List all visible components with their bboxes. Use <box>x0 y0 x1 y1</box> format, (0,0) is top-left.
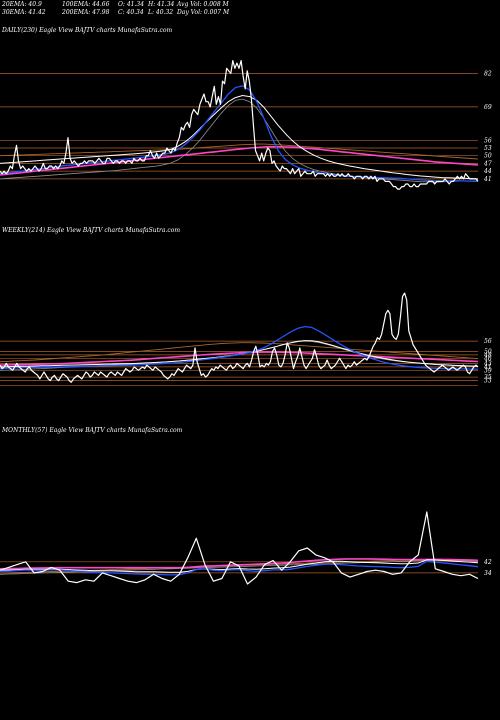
y-tick-label: 56 <box>484 137 492 144</box>
y-tick-label: 47 <box>483 160 492 167</box>
ema-short-line <box>0 325 478 370</box>
ema20-label: 20EMA: 40.9 <box>2 1 42 8</box>
y-tick-label: 48 <box>483 352 492 359</box>
y-tick-label: 50 <box>484 348 492 355</box>
high-label: H: 41.34 <box>148 1 175 8</box>
y-tick-label: 46 <box>483 355 492 362</box>
open-label: O: 41.34 <box>118 1 145 8</box>
y-tick-label: 41 <box>483 364 492 371</box>
low-label: L: 40.32 <box>148 9 174 16</box>
y-tick-label: 69 <box>484 104 492 111</box>
daily-panel-title: DAILY(230) Eagle View BAJTV charts Munaf… <box>2 27 173 34</box>
price-line <box>0 292 479 383</box>
ema-mid-line <box>0 559 479 573</box>
ema-long-line <box>0 558 479 570</box>
y-tick-label: 53 <box>484 145 492 152</box>
y-tick-label: 42 <box>483 559 492 566</box>
ema30-label: 30EMA: 41.42 <box>2 9 46 16</box>
day-vol-label: Day Vol: 0.007 M <box>177 9 230 16</box>
monthly-chart: 42 34 <box>0 511 492 585</box>
avg-vol-label: Avg Vol: 0.008 M <box>177 1 229 8</box>
y-tick-label: 33 <box>484 378 492 385</box>
y-tick-label: 50 <box>484 153 492 160</box>
y-tick-label: 35 <box>484 374 492 381</box>
ema200-label: 200EMA: 47.98 <box>62 9 110 16</box>
weekly-panel-title: WEEKLY(214) Eagle View BAJTV charts Muna… <box>2 227 181 234</box>
price-line <box>0 511 479 585</box>
y-tick-label: 41 <box>483 176 492 183</box>
monthly-panel-title: MONTHLY(57) Eagle View BAJTV charts Muna… <box>2 427 183 434</box>
y-tick-label: 56 <box>484 338 492 345</box>
y-tick-label: 34 <box>484 570 492 577</box>
y-tick-label: 82 <box>484 70 492 77</box>
ema-short-line <box>0 560 479 576</box>
close-label: C: 40.34 <box>118 9 144 16</box>
ema-200-line <box>0 143 479 160</box>
ema-long-line <box>0 351 479 366</box>
price-line <box>0 60 479 190</box>
y-tick-label: 44 <box>483 168 492 175</box>
ema-200-line <box>0 342 479 363</box>
ema-mid-line <box>0 95 479 180</box>
ema-long-line <box>0 145 479 176</box>
ema100-label: 100EMA: 44.66 <box>62 1 110 8</box>
sma-grey-line <box>0 98 478 183</box>
y-tick-label: 39 <box>484 367 492 374</box>
y-tick-label: 43 <box>483 360 492 367</box>
